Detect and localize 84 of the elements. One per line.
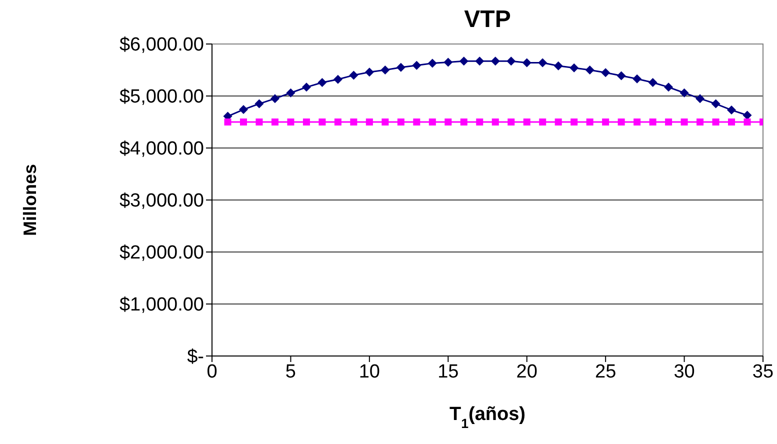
- point: [522, 58, 532, 68]
- point: [428, 118, 436, 126]
- y-tick-label: $2,000.00: [119, 242, 204, 264]
- point: [711, 99, 720, 108]
- point: [476, 118, 484, 126]
- point: [664, 82, 674, 92]
- y-tick-label: $1,000.00: [119, 294, 204, 316]
- point: [396, 62, 406, 72]
- point: [444, 118, 452, 126]
- point: [459, 56, 468, 66]
- point: [349, 70, 358, 80]
- point: [744, 118, 751, 126]
- point: [539, 118, 546, 126]
- chart-title: VTP: [463, 6, 512, 34]
- point: [444, 58, 453, 67]
- point: [508, 118, 515, 126]
- point: [240, 118, 247, 126]
- point: [554, 118, 562, 126]
- point: [506, 56, 516, 66]
- x-tick-label: 0: [206, 361, 218, 382]
- y-tick-label: $6,000.00: [119, 34, 204, 56]
- point: [460, 118, 468, 126]
- point: [380, 66, 390, 74]
- point: [618, 118, 625, 126]
- point: [538, 58, 548, 68]
- point: [382, 118, 389, 126]
- x-tick-label: 5: [285, 361, 296, 382]
- point: [602, 118, 610, 126]
- point: [680, 118, 688, 126]
- point: [224, 118, 232, 126]
- point: [728, 118, 736, 126]
- x-tick-label: 30: [674, 361, 695, 382]
- point: [696, 118, 704, 126]
- point: [412, 60, 422, 70]
- y-axis-title: Millones: [20, 164, 40, 236]
- point: [570, 118, 578, 126]
- point: [238, 105, 248, 114]
- x-tick-label: 20: [516, 361, 538, 382]
- point: [680, 88, 689, 98]
- point: [364, 68, 374, 77]
- y-tick-label: $-: [187, 346, 204, 368]
- point: [333, 74, 342, 84]
- y-tick-label: $3,000.00: [119, 190, 204, 212]
- point: [397, 118, 404, 126]
- point: [634, 118, 641, 126]
- point: [475, 56, 484, 66]
- point: [523, 118, 530, 126]
- point: [570, 63, 579, 72]
- x-tick-label: 25: [595, 361, 616, 382]
- point: [665, 118, 672, 126]
- point: [350, 118, 358, 126]
- point: [271, 118, 278, 126]
- point: [428, 58, 437, 68]
- point: [727, 106, 736, 115]
- point: [334, 118, 342, 126]
- point: [286, 88, 296, 98]
- point: [712, 118, 720, 126]
- point: [490, 56, 500, 66]
- point: [318, 78, 327, 87]
- point: [649, 118, 656, 126]
- point: [302, 82, 311, 92]
- point: [554, 61, 563, 70]
- x-axis-title: T$_{1}$(años): [449, 404, 526, 430]
- y-tick-label: $4,000.00: [119, 138, 204, 160]
- point: [413, 118, 420, 126]
- point: [492, 118, 499, 126]
- point: [302, 118, 310, 126]
- y-tick-label: $5,000.00: [119, 86, 204, 108]
- point: [287, 118, 294, 126]
- point: [256, 118, 263, 126]
- point: [318, 118, 326, 126]
- point: [696, 94, 705, 104]
- x-tick-label: 10: [358, 361, 380, 382]
- point: [270, 94, 280, 104]
- x-tick-label: 35: [752, 361, 774, 382]
- point: [616, 71, 626, 80]
- x-tick-label: 15: [438, 361, 459, 382]
- point: [586, 118, 594, 126]
- point: [601, 68, 610, 78]
- point: [366, 118, 373, 126]
- point: [585, 66, 594, 74]
- point: [632, 74, 642, 84]
- point: [648, 78, 658, 87]
- point: [254, 99, 264, 108]
